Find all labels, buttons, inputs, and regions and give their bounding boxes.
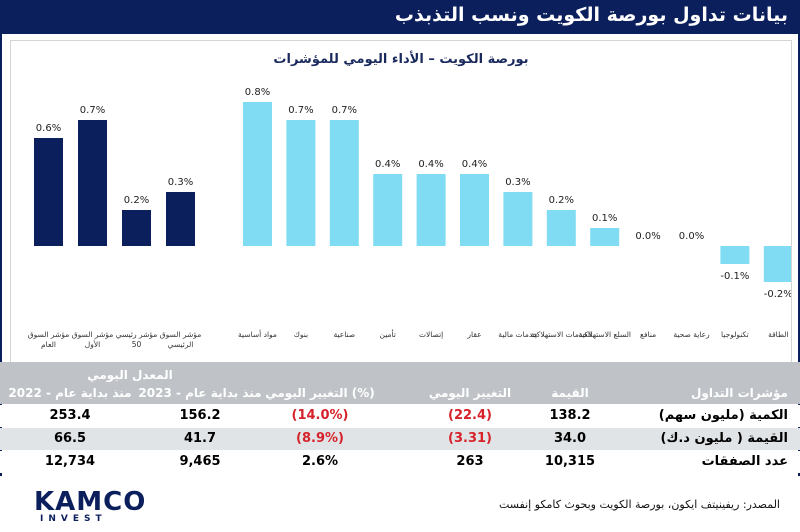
category-label-sectors-1: بنوك — [294, 330, 308, 339]
cell-daily-change-pct: (14.0%) — [291, 408, 349, 423]
table-header-row: المعدل اليومي منذ بداية عام - 2022 منذ ب… — [0, 362, 800, 404]
cell-value: 34.0 — [553, 431, 587, 446]
data-label-sectors-3: 0.4% — [375, 159, 400, 170]
category-label-main-indices-1: مؤشر السوق الأول — [72, 330, 113, 349]
category-label-sectors-5: عقار — [466, 330, 481, 339]
chart-panel: بورصة الكويت – الأداء اليومي للمؤشرات 0.… — [10, 40, 793, 364]
bar-sectors-2 — [329, 120, 359, 246]
category-label-sectors-10: رعاية صحية — [673, 330, 710, 339]
col-header-value: القيمة — [551, 386, 589, 400]
category-label-sectors-0: مواد أساسية — [238, 329, 277, 339]
category-label-sectors-2: صناعية — [333, 330, 355, 339]
data-label-sectors-0: 0.8% — [245, 87, 270, 98]
bar-main-indices-2 — [122, 210, 151, 246]
data-label-main-indices-3: 0.3% — [168, 177, 193, 188]
col-header-daily-change-pct: التغيير اليومي (%) — [265, 386, 375, 400]
category-label-sectors-12: الطاقة — [768, 330, 788, 339]
data-label-sectors-4: 0.4% — [418, 159, 443, 170]
index-performance-chart: بورصة الكويت – الأداء اليومي للمؤشرات 0.… — [28, 50, 793, 349]
category-label-sectors-7: الخدمات الاستهلاكية — [531, 330, 593, 339]
category-label-sectors-8: السلع الاستهلاكية — [578, 330, 631, 339]
category-label-main-indices-2: مؤشر رئيسي 50 — [116, 330, 158, 349]
cell-ytd-2022: 12,734 — [44, 454, 96, 469]
cell-indicator-label: القيمة ( مليون د.ك) — [660, 431, 789, 446]
cell-indicator-label: عدد الصفقات — [701, 454, 788, 469]
trading-table: المعدل اليومي منذ بداية عام - 2022 منذ ب… — [0, 362, 800, 474]
data-label-sectors-12: -0.2% — [764, 289, 791, 300]
bar-sectors-5 — [460, 174, 489, 246]
data-label-main-indices-0: 0.6% — [36, 123, 61, 134]
kamco-logo-sub: INVEST — [40, 514, 107, 524]
category-label-sectors-6: خدمات مالية — [498, 330, 538, 339]
cell-value: 138.2 — [549, 408, 591, 423]
data-label-sectors-7: 0.2% — [549, 195, 574, 206]
data-label-sectors-2: 0.7% — [332, 105, 357, 116]
cell-daily-change: (3.31) — [448, 431, 492, 446]
data-label-sectors-1: 0.7% — [288, 105, 313, 116]
cell-value: 10,315 — [544, 454, 596, 469]
category-label-main-indices-3: مؤشر السوق الرئيسي — [160, 330, 201, 349]
data-label-sectors-8: 0.1% — [592, 213, 617, 224]
bar-sectors-1 — [286, 120, 316, 246]
bar-sectors-12 — [763, 246, 793, 282]
col-header-ytd-2023: منذ بداية عام - 2023 — [138, 386, 262, 400]
bar-main-indices-1 — [78, 120, 107, 246]
cell-daily-change-pct: 2.6% — [301, 454, 339, 469]
cell-daily-change: (22.4) — [448, 408, 492, 423]
page-header: بيانات تداول بورصة الكويت ونسب التذبذب — [0, 0, 800, 34]
category-label-sectors-9: منافع — [640, 330, 656, 339]
table-row: 253.4 156.2 (14.0%) (22.4) 138.2 الكمية … — [0, 405, 800, 427]
data-label-sectors-11: -0.1% — [720, 271, 749, 282]
chart-title: بورصة الكويت – الأداء اليومي للمؤشرات — [273, 50, 528, 67]
bar-sectors-3 — [373, 174, 403, 246]
category-label-main-indices-0: مؤشر السوق العام — [28, 330, 69, 349]
daily-average-label: المعدل اليومي — [87, 368, 173, 382]
cell-daily-change: 263 — [456, 454, 484, 469]
bar-main-indices-0 — [34, 138, 63, 246]
data-label-main-indices-1: 0.7% — [80, 105, 105, 116]
cell-indicator-label: الكمية (مليون سهم) — [658, 408, 788, 423]
category-label-sectors-11: تكنولوجيا — [721, 330, 749, 339]
data-label-sectors-5: 0.4% — [462, 159, 487, 170]
data-label-sectors-6: 0.3% — [505, 177, 530, 188]
bar-sectors-11 — [720, 246, 750, 264]
page-title: بيانات تداول بورصة الكويت ونسب التذبذب — [394, 4, 788, 26]
bar-sectors-0 — [243, 102, 272, 246]
cell-ytd-2023: 9,465 — [179, 454, 221, 469]
bar-sectors-4 — [416, 174, 446, 246]
bar-sectors-7 — [546, 210, 576, 246]
table-row: 66.5 41.7 (8.9%) (3.31) 34.0 القيمة ( مل… — [0, 428, 800, 450]
col-header-ytd-2022: منذ بداية عام - 2022 — [8, 386, 132, 400]
category-label-sectors-3: تأمين — [380, 329, 396, 339]
source-note: المصدر: ريفينيتف ايكون، بورصة الكويت وبح… — [498, 498, 780, 511]
bars-layer: 0.6% مؤشر السوق العام 0.7% مؤشر السوق الأول 0.… — [28, 87, 793, 349]
bar-sectors-6 — [503, 192, 533, 246]
data-label-sectors-9: 0.0% — [635, 231, 660, 242]
data-label-main-indices-2: 0.2% — [124, 195, 149, 206]
cell-daily-change-pct: (8.9%) — [296, 431, 344, 446]
bar-sectors-8 — [590, 228, 620, 246]
footer — [0, 476, 800, 532]
cell-ytd-2022: 253.4 — [49, 408, 91, 423]
cell-ytd-2023: 41.7 — [183, 431, 217, 446]
table-row: 12,734 9,465 2.6% 263 10,315 عدد الصفقات — [0, 451, 800, 473]
cell-ytd-2023: 156.2 — [179, 408, 221, 423]
bar-main-indices-3 — [166, 192, 195, 246]
data-label-sectors-10: 0.0% — [679, 231, 704, 242]
col-header-indicators: مؤشرات التداول — [690, 386, 788, 400]
col-header-daily-change: التغيير اليومي — [428, 386, 512, 400]
category-label-sectors-4: إتصالات — [419, 330, 443, 339]
kamco-logo: KAMCO — [34, 487, 147, 517]
cell-ytd-2022: 66.5 — [53, 431, 87, 446]
